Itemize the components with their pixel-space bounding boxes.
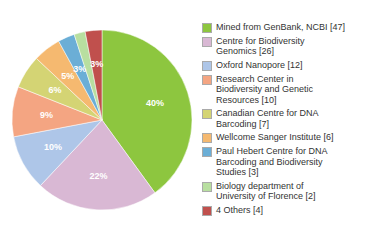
svg-text:3%: 3% [90,59,103,69]
html-text:Biology department of Universi: Biology department of University of Flor… [216,180,316,201]
html-text:Paul Hebert Centre for DNA Bar: Paul Hebert Centre for DNA Barcoding and… [216,146,328,177]
html-text:Centre for Biodiversity Genomi: Centre for Biodiversity Genomics [26] [216,35,305,56]
html-text:Mined from GenBank, NCBI [47]: Mined from GenBank, NCBI [47] [216,21,346,32]
svg-text:3%: 3% [73,64,86,74]
html-text:Wellcome Sanger Institute [6]: Wellcome Sanger Institute [6] [216,132,334,142]
html-text:Canadian Centre for DNA Barcod: Canadian Centre for DNA Barcoding [7] [216,108,319,129]
svg-text:6%: 6% [48,85,61,95]
svg-text:22%: 22% [89,171,107,181]
svg-text:5%: 5% [61,70,75,81]
svg-text:9%: 9% [40,110,53,120]
html-text:Oxford Nanopore [12]: Oxford Nanopore [12] [216,59,303,70]
html-text:Research Center in Biodiversit: Research Center in Biodiversity and Gene… [216,73,314,105]
html-text:4 Others [4]: 4 Others [4] [216,204,263,215]
svg-text:40%: 40% [146,98,164,108]
svg-text:10%: 10% [44,142,62,152]
